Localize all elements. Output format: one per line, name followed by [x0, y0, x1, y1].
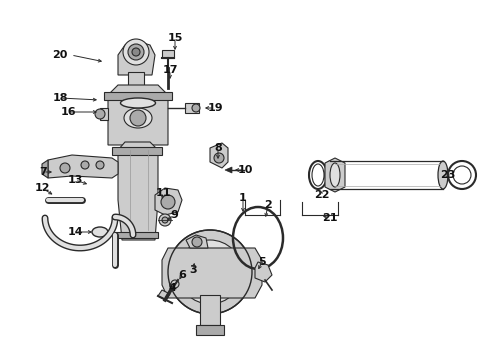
Circle shape	[132, 48, 140, 56]
Bar	[185, 103, 199, 113]
Ellipse shape	[124, 108, 152, 128]
Text: 11: 11	[155, 188, 171, 198]
Text: 23: 23	[441, 170, 456, 180]
Circle shape	[192, 237, 202, 247]
Text: 15: 15	[167, 33, 183, 43]
Circle shape	[202, 264, 218, 280]
Text: 7: 7	[39, 167, 47, 177]
Text: 19: 19	[207, 103, 223, 113]
Text: 14: 14	[67, 227, 83, 237]
Bar	[200, 295, 220, 325]
Text: 8: 8	[214, 143, 222, 153]
Polygon shape	[225, 167, 232, 173]
Text: 12: 12	[34, 183, 50, 193]
Circle shape	[162, 217, 168, 223]
Polygon shape	[196, 325, 224, 335]
Bar	[128, 72, 144, 90]
Polygon shape	[162, 248, 262, 298]
Circle shape	[159, 214, 171, 226]
Polygon shape	[155, 188, 182, 215]
Text: 20: 20	[52, 50, 68, 60]
Circle shape	[178, 240, 242, 304]
Polygon shape	[210, 143, 228, 168]
Circle shape	[60, 163, 70, 173]
Text: 16: 16	[60, 107, 76, 117]
Text: 3: 3	[189, 265, 197, 275]
Ellipse shape	[325, 161, 335, 189]
Polygon shape	[158, 290, 170, 300]
Circle shape	[96, 161, 104, 169]
Circle shape	[95, 109, 105, 119]
Text: 17: 17	[162, 65, 178, 75]
Ellipse shape	[330, 163, 340, 187]
Text: 21: 21	[322, 213, 338, 223]
Text: 10: 10	[237, 165, 253, 175]
Circle shape	[192, 104, 200, 112]
Polygon shape	[112, 147, 162, 155]
Polygon shape	[100, 108, 108, 120]
Text: 4: 4	[168, 283, 176, 293]
Polygon shape	[104, 92, 172, 100]
Circle shape	[161, 195, 175, 209]
Polygon shape	[186, 235, 208, 248]
Polygon shape	[118, 142, 158, 240]
Circle shape	[171, 280, 179, 288]
Text: 22: 22	[314, 190, 330, 200]
Polygon shape	[118, 42, 155, 75]
Polygon shape	[48, 155, 118, 178]
Text: 6: 6	[178, 270, 186, 280]
Text: 9: 9	[170, 210, 178, 220]
Polygon shape	[255, 262, 272, 282]
Polygon shape	[108, 85, 168, 145]
Circle shape	[123, 39, 149, 65]
Circle shape	[81, 161, 89, 169]
Ellipse shape	[92, 227, 108, 237]
Text: 18: 18	[52, 93, 68, 103]
Polygon shape	[115, 232, 158, 238]
Ellipse shape	[438, 161, 448, 189]
Bar	[162, 50, 174, 58]
Polygon shape	[42, 160, 48, 178]
Circle shape	[192, 254, 228, 290]
Circle shape	[130, 110, 146, 126]
Ellipse shape	[121, 98, 155, 108]
Polygon shape	[325, 158, 345, 192]
Text: 13: 13	[67, 175, 83, 185]
Circle shape	[168, 230, 252, 314]
Circle shape	[128, 44, 144, 60]
Text: 1: 1	[239, 193, 247, 203]
Text: 5: 5	[258, 257, 266, 267]
Circle shape	[214, 153, 224, 163]
Text: 2: 2	[264, 200, 272, 210]
